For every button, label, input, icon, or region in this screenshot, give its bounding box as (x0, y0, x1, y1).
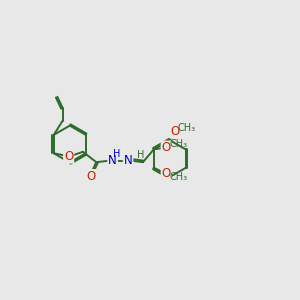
Text: N: N (124, 154, 133, 167)
Text: CH₃: CH₃ (170, 172, 188, 182)
Text: O: O (162, 167, 171, 180)
Text: H: H (137, 150, 144, 160)
Text: O: O (162, 141, 171, 154)
Text: O: O (170, 125, 180, 138)
Text: CH₃: CH₃ (177, 123, 195, 133)
Text: H: H (112, 149, 120, 159)
Text: O: O (86, 170, 96, 183)
Text: N: N (108, 154, 117, 167)
Text: O: O (64, 150, 73, 163)
Text: CH₃: CH₃ (170, 139, 188, 149)
